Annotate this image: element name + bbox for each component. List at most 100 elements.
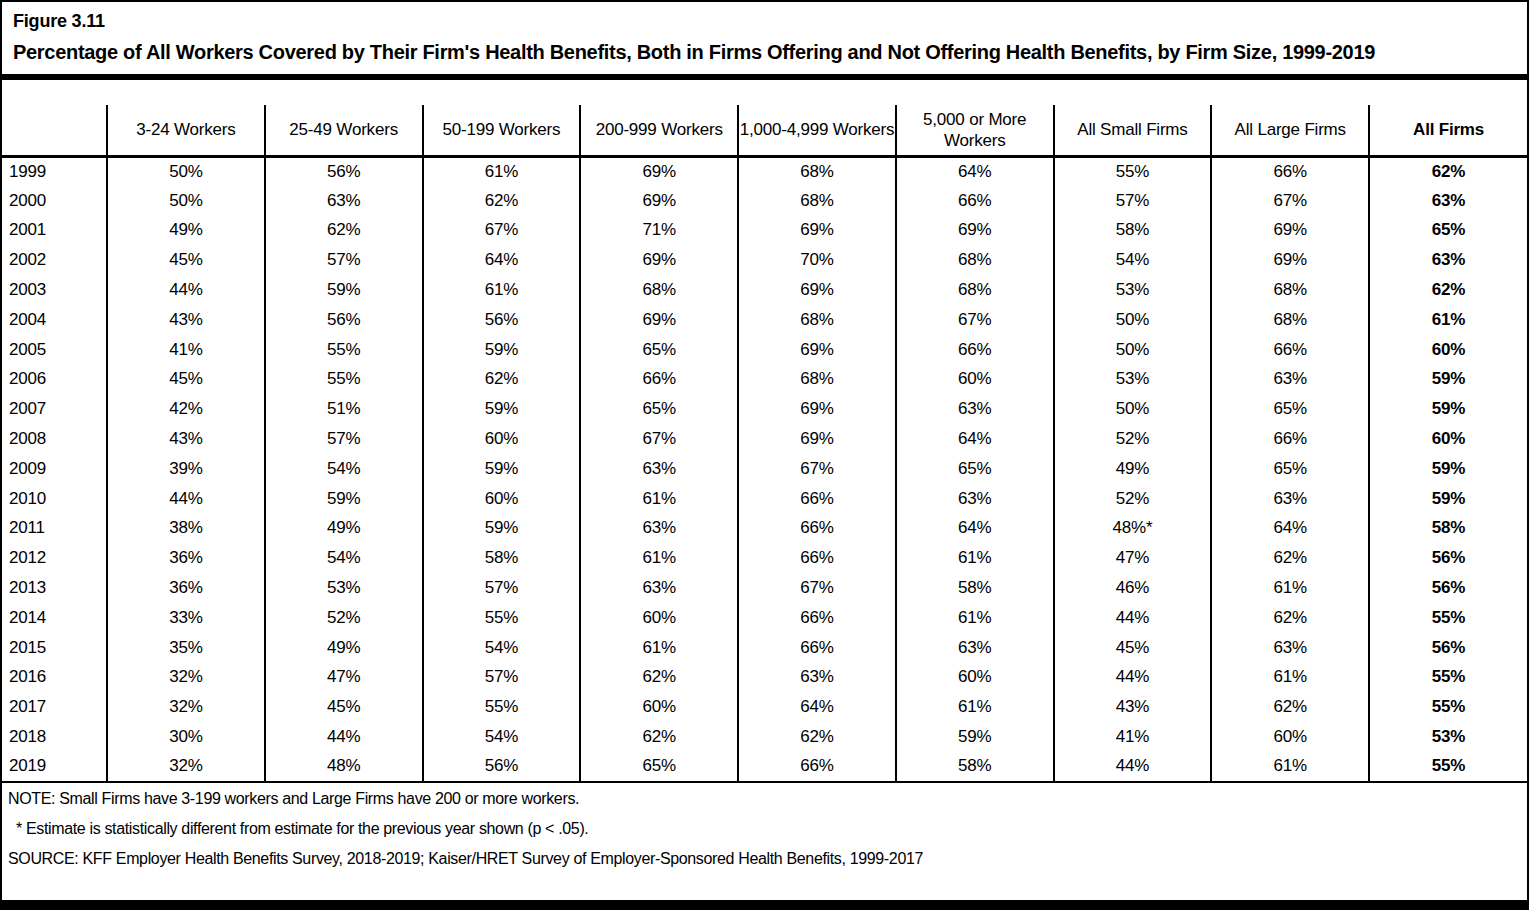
table-cell: 45% [107, 245, 265, 275]
year-cell: 2003 [2, 275, 107, 305]
table-cell: 68% [896, 245, 1054, 275]
table-cell: 59% [265, 484, 423, 514]
table-cell: 50% [1054, 394, 1212, 424]
table-cell: 67% [423, 216, 581, 246]
table-cell: 65% [580, 394, 738, 424]
table-cell: 56% [265, 156, 423, 186]
table-cell: 60% [423, 484, 581, 514]
table-cell: 49% [265, 514, 423, 544]
note-asterisk: * Estimate is statistically different fr… [8, 814, 1521, 844]
table-row: 200939%54%59%63%67%65%49%65%59% [2, 454, 1527, 484]
table-cell: 32% [107, 692, 265, 722]
table-cell: 68% [738, 305, 896, 335]
table-cell: 60% [423, 424, 581, 454]
table-cell: 63% [896, 633, 1054, 663]
table-cell: 59% [1369, 454, 1527, 484]
table-cell: 55% [1369, 752, 1527, 782]
table-cell: 54% [423, 633, 581, 663]
table-cell: 53% [265, 573, 423, 603]
table-cell: 61% [423, 156, 581, 186]
header-spacer-row [2, 80, 1527, 105]
table-cell: 56% [265, 305, 423, 335]
table-cell: 55% [423, 603, 581, 633]
table-cell: 58% [1054, 216, 1212, 246]
year-cell: 2004 [2, 305, 107, 335]
header-spacer-cell [2, 80, 1527, 105]
table-cell: 52% [265, 603, 423, 633]
table-cell: 56% [1369, 573, 1527, 603]
table-cell: 58% [896, 752, 1054, 782]
table-cell: 55% [1054, 156, 1212, 186]
table-cell: 63% [1369, 245, 1527, 275]
year-cell: 2001 [2, 216, 107, 246]
table-cell: 63% [1211, 365, 1369, 395]
table-cell: 61% [580, 633, 738, 663]
table-cell: 60% [580, 692, 738, 722]
table-cell: 59% [423, 335, 581, 365]
table-cell: 62% [1369, 275, 1527, 305]
year-cell: 2014 [2, 603, 107, 633]
table-cell: 62% [265, 216, 423, 246]
table-cell: 63% [1211, 484, 1369, 514]
table-cell: 60% [896, 663, 1054, 693]
table-cell: 66% [1211, 424, 1369, 454]
table-cell: 63% [738, 663, 896, 693]
year-cell: 2019 [2, 752, 107, 782]
table-cell: 68% [1211, 275, 1369, 305]
table-cell: 69% [580, 186, 738, 216]
table-cell: 48%* [1054, 514, 1212, 544]
note-firm-sizes: NOTE: Small Firms have 3-199 workers and… [8, 784, 1521, 814]
table-cell: 62% [580, 722, 738, 752]
table-cell: 70% [738, 245, 896, 275]
year-cell: 2009 [2, 454, 107, 484]
table-cell: 30% [107, 722, 265, 752]
table-cell: 58% [1369, 514, 1527, 544]
table-cell: 53% [1369, 722, 1527, 752]
table-cell: 49% [107, 216, 265, 246]
table-cell: 45% [265, 692, 423, 722]
column-header: All Large Firms [1211, 105, 1369, 156]
table-cell: 66% [738, 543, 896, 573]
table-row: 200843%57%60%67%69%64%52%66%60% [2, 424, 1527, 454]
table-cell: 63% [580, 573, 738, 603]
table-cell: 50% [1054, 335, 1212, 365]
table-cell: 66% [580, 365, 738, 395]
table-row: 201632%47%57%62%63%60%44%61%55% [2, 663, 1527, 693]
table-cell: 62% [423, 186, 581, 216]
corner-cell [2, 105, 107, 156]
year-cell: 2015 [2, 633, 107, 663]
notes-section: NOTE: Small Firms have 3-199 workers and… [2, 783, 1527, 874]
table-cell: 61% [1211, 573, 1369, 603]
table-cell: 44% [107, 484, 265, 514]
table-cell: 44% [107, 275, 265, 305]
table-row: 201433%52%55%60%66%61%44%62%55% [2, 603, 1527, 633]
table-row: 200443%56%56%69%68%67%50%68%61% [2, 305, 1527, 335]
table-row: 201932%48%56%65%66%58%44%61%55% [2, 752, 1527, 782]
year-cell: 2006 [2, 365, 107, 395]
table-cell: 64% [896, 514, 1054, 544]
table-cell: 54% [265, 454, 423, 484]
year-cell: 2012 [2, 543, 107, 573]
table-cell: 63% [265, 186, 423, 216]
table-cell: 69% [738, 216, 896, 246]
table-cell: 53% [1054, 275, 1212, 305]
table-cell: 41% [1054, 722, 1212, 752]
table-row: 200541%55%59%65%69%66%50%66%60% [2, 335, 1527, 365]
table-cell: 50% [107, 186, 265, 216]
table-row: 200149%62%67%71%69%69%58%69%65% [2, 216, 1527, 246]
table-cell: 50% [1054, 305, 1212, 335]
table-cell: 65% [1211, 394, 1369, 424]
year-cell: 2017 [2, 692, 107, 722]
table-cell: 65% [1369, 216, 1527, 246]
table-cell: 55% [423, 692, 581, 722]
table-cell: 54% [1054, 245, 1212, 275]
table-cell: 57% [423, 573, 581, 603]
table-cell: 63% [580, 454, 738, 484]
table-cell: 63% [896, 394, 1054, 424]
table-cell: 56% [423, 305, 581, 335]
table-header: 3-24 Workers25-49 Workers50-199 Workers2… [2, 80, 1527, 156]
table-cell: 67% [896, 305, 1054, 335]
column-header: 5,000 or More Workers [896, 105, 1054, 156]
table-cell: 71% [580, 216, 738, 246]
figure-container: Figure 3.11 Percentage of All Workers Co… [0, 0, 1529, 910]
